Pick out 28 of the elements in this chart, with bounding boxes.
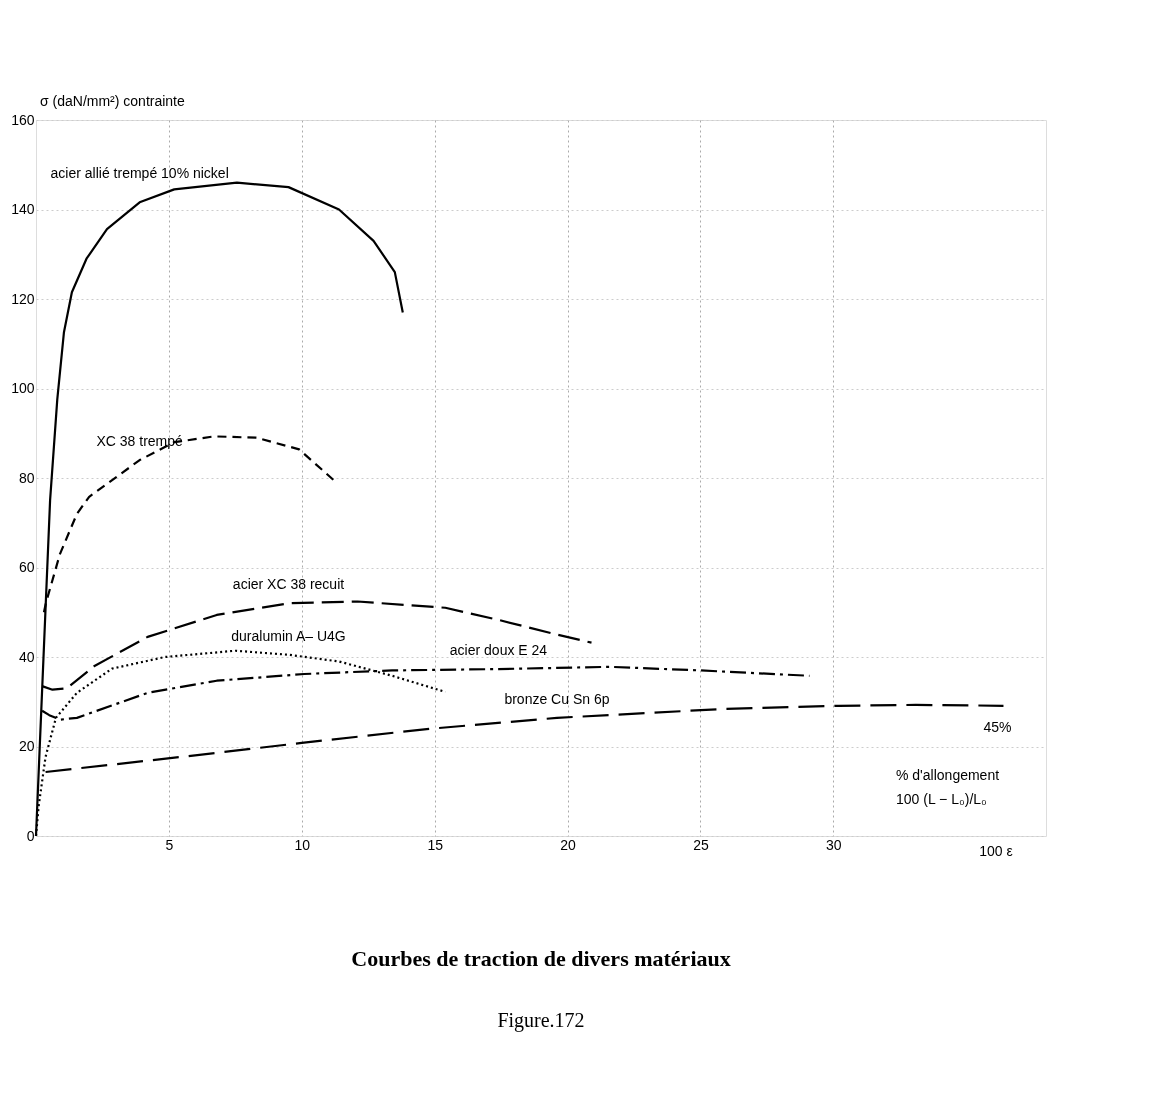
y-tick-label: 60 bbox=[18, 559, 35, 575]
x-tick-label: 30 bbox=[826, 836, 842, 853]
series-label: acier XC 38 recuit bbox=[232, 576, 345, 593]
text: Courbes de traction de divers matériaux bbox=[351, 946, 731, 971]
x-tick-label: 25 bbox=[693, 836, 709, 853]
y-tick-label: 100 bbox=[11, 380, 35, 396]
x-tick-label: 15 bbox=[427, 836, 444, 853]
series-label: acier allié trempé 10% nickel bbox=[50, 165, 229, 182]
series-label: acier doux E 24 bbox=[449, 642, 548, 659]
series-label: duralumin A– U4G bbox=[231, 627, 346, 644]
series-label: XC 38 trempé bbox=[96, 433, 184, 450]
x-tick-label: 10 bbox=[294, 836, 311, 853]
x-axis-title: 100 ε bbox=[979, 843, 1013, 859]
text: Figure.172 bbox=[497, 1009, 585, 1032]
series-label: bronze Cu Sn 6p bbox=[504, 690, 610, 707]
x-tick-label: 5 bbox=[165, 836, 174, 853]
y-tick-label: 20 bbox=[18, 738, 35, 754]
annotation: 45% bbox=[983, 718, 1012, 735]
y-tick-label: 0 bbox=[26, 827, 35, 844]
annotation: 100 (L − L₀)/L₀ bbox=[896, 791, 988, 807]
y-axis-title: σ (daN/mm²) contrainte bbox=[40, 93, 185, 109]
y-tick-label: 120 bbox=[11, 290, 35, 307]
y-tick-label: 160 bbox=[11, 111, 35, 128]
y-tick-label: 40 bbox=[18, 648, 35, 665]
annotation: % d'allongement bbox=[896, 767, 1000, 783]
y-tick-label: 140 bbox=[11, 201, 35, 217]
y-tick-label: 80 bbox=[18, 469, 35, 486]
x-tick-label: 20 bbox=[560, 836, 577, 853]
